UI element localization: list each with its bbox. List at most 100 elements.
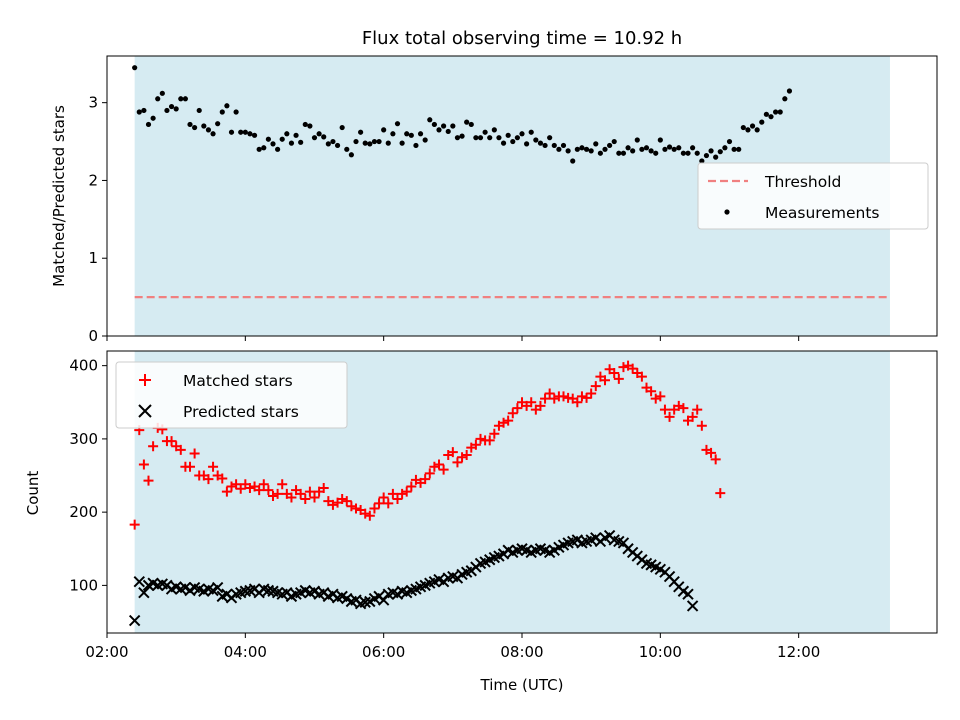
data-point	[662, 146, 668, 152]
data-point	[242, 129, 248, 135]
data-point	[293, 132, 299, 138]
data-point	[408, 132, 414, 138]
data-point	[507, 408, 518, 419]
data-point	[547, 135, 553, 141]
data-point	[457, 452, 468, 463]
data-point	[768, 114, 774, 120]
data-point	[334, 142, 341, 149]
data-point	[138, 459, 149, 470]
data-point	[413, 142, 419, 149]
data-point	[286, 492, 297, 503]
data-point	[609, 367, 620, 378]
data-point	[620, 150, 627, 156]
data-point	[224, 103, 230, 109]
data-point	[657, 137, 663, 143]
data-point	[399, 140, 405, 146]
x-tick-label: 02:00	[85, 643, 128, 661]
data-point	[526, 397, 537, 408]
data-point	[256, 146, 262, 152]
data-point	[537, 140, 544, 146]
data-point	[211, 581, 224, 594]
data-point	[261, 145, 267, 151]
data-point	[385, 140, 391, 146]
data-point	[404, 131, 410, 137]
data-point	[175, 444, 186, 455]
data-point	[565, 148, 571, 154]
data-point	[205, 127, 212, 133]
data-point	[646, 386, 657, 397]
data-point	[593, 141, 599, 147]
data-point	[138, 587, 150, 599]
data-point	[143, 475, 154, 486]
data-point	[424, 468, 435, 479]
data-point	[687, 411, 698, 422]
data-point	[643, 145, 650, 151]
data-point	[128, 614, 141, 627]
data-point	[431, 121, 437, 128]
data-point	[710, 454, 721, 465]
data-point	[616, 150, 622, 156]
data-point	[685, 150, 691, 156]
data-point	[558, 391, 569, 402]
data-point	[671, 146, 677, 152]
data-point	[185, 461, 195, 472]
data-point	[749, 123, 756, 129]
data-point	[653, 150, 659, 156]
data-point	[630, 148, 636, 154]
data-point	[228, 129, 235, 135]
data-point	[576, 391, 587, 402]
data-point	[173, 106, 179, 112]
data-point	[325, 141, 331, 147]
data-point	[519, 131, 525, 137]
data-point	[189, 448, 200, 459]
data-point	[247, 131, 253, 137]
legend-plus-swatch	[139, 374, 151, 386]
data-point	[459, 133, 465, 139]
data-point	[740, 124, 746, 131]
data-point	[763, 111, 769, 117]
data-point	[133, 576, 145, 588]
data-point	[233, 109, 239, 115]
data-point	[159, 90, 165, 96]
series-matched-stars	[129, 360, 726, 530]
data-point	[487, 135, 493, 141]
data-point	[168, 103, 175, 110]
data-point	[263, 485, 274, 496]
data-point	[210, 131, 216, 137]
data-point	[482, 129, 488, 135]
data-point	[600, 375, 610, 386]
data-point	[374, 498, 385, 509]
data-point	[348, 152, 354, 158]
data-point	[441, 123, 447, 129]
data-point	[394, 121, 401, 127]
data-point	[514, 135, 520, 141]
data-point	[579, 145, 585, 151]
data-point	[477, 135, 484, 141]
data-point	[777, 109, 783, 115]
data-point	[678, 403, 689, 414]
data-point	[275, 146, 281, 152]
top-panel-ylabel: Matched/Predicted stars	[50, 105, 68, 287]
data-point	[136, 109, 142, 115]
data-point	[544, 388, 555, 399]
data-point	[625, 145, 631, 151]
series-predicted-stars	[128, 529, 699, 627]
data-point	[148, 441, 159, 452]
x-tick-label: 12:00	[777, 643, 820, 661]
data-point	[639, 146, 645, 152]
data-point	[362, 140, 368, 146]
data-point	[572, 397, 583, 408]
data-point	[680, 150, 686, 156]
data-point	[690, 145, 696, 151]
data-point	[703, 152, 710, 159]
data-point	[655, 391, 666, 402]
data-point	[166, 436, 177, 447]
data-point	[178, 96, 184, 102]
data-point	[535, 400, 546, 411]
data-point	[484, 435, 495, 446]
data-point	[659, 404, 670, 415]
data-point	[682, 588, 694, 600]
data-point	[270, 141, 276, 147]
data-point	[353, 138, 359, 145]
